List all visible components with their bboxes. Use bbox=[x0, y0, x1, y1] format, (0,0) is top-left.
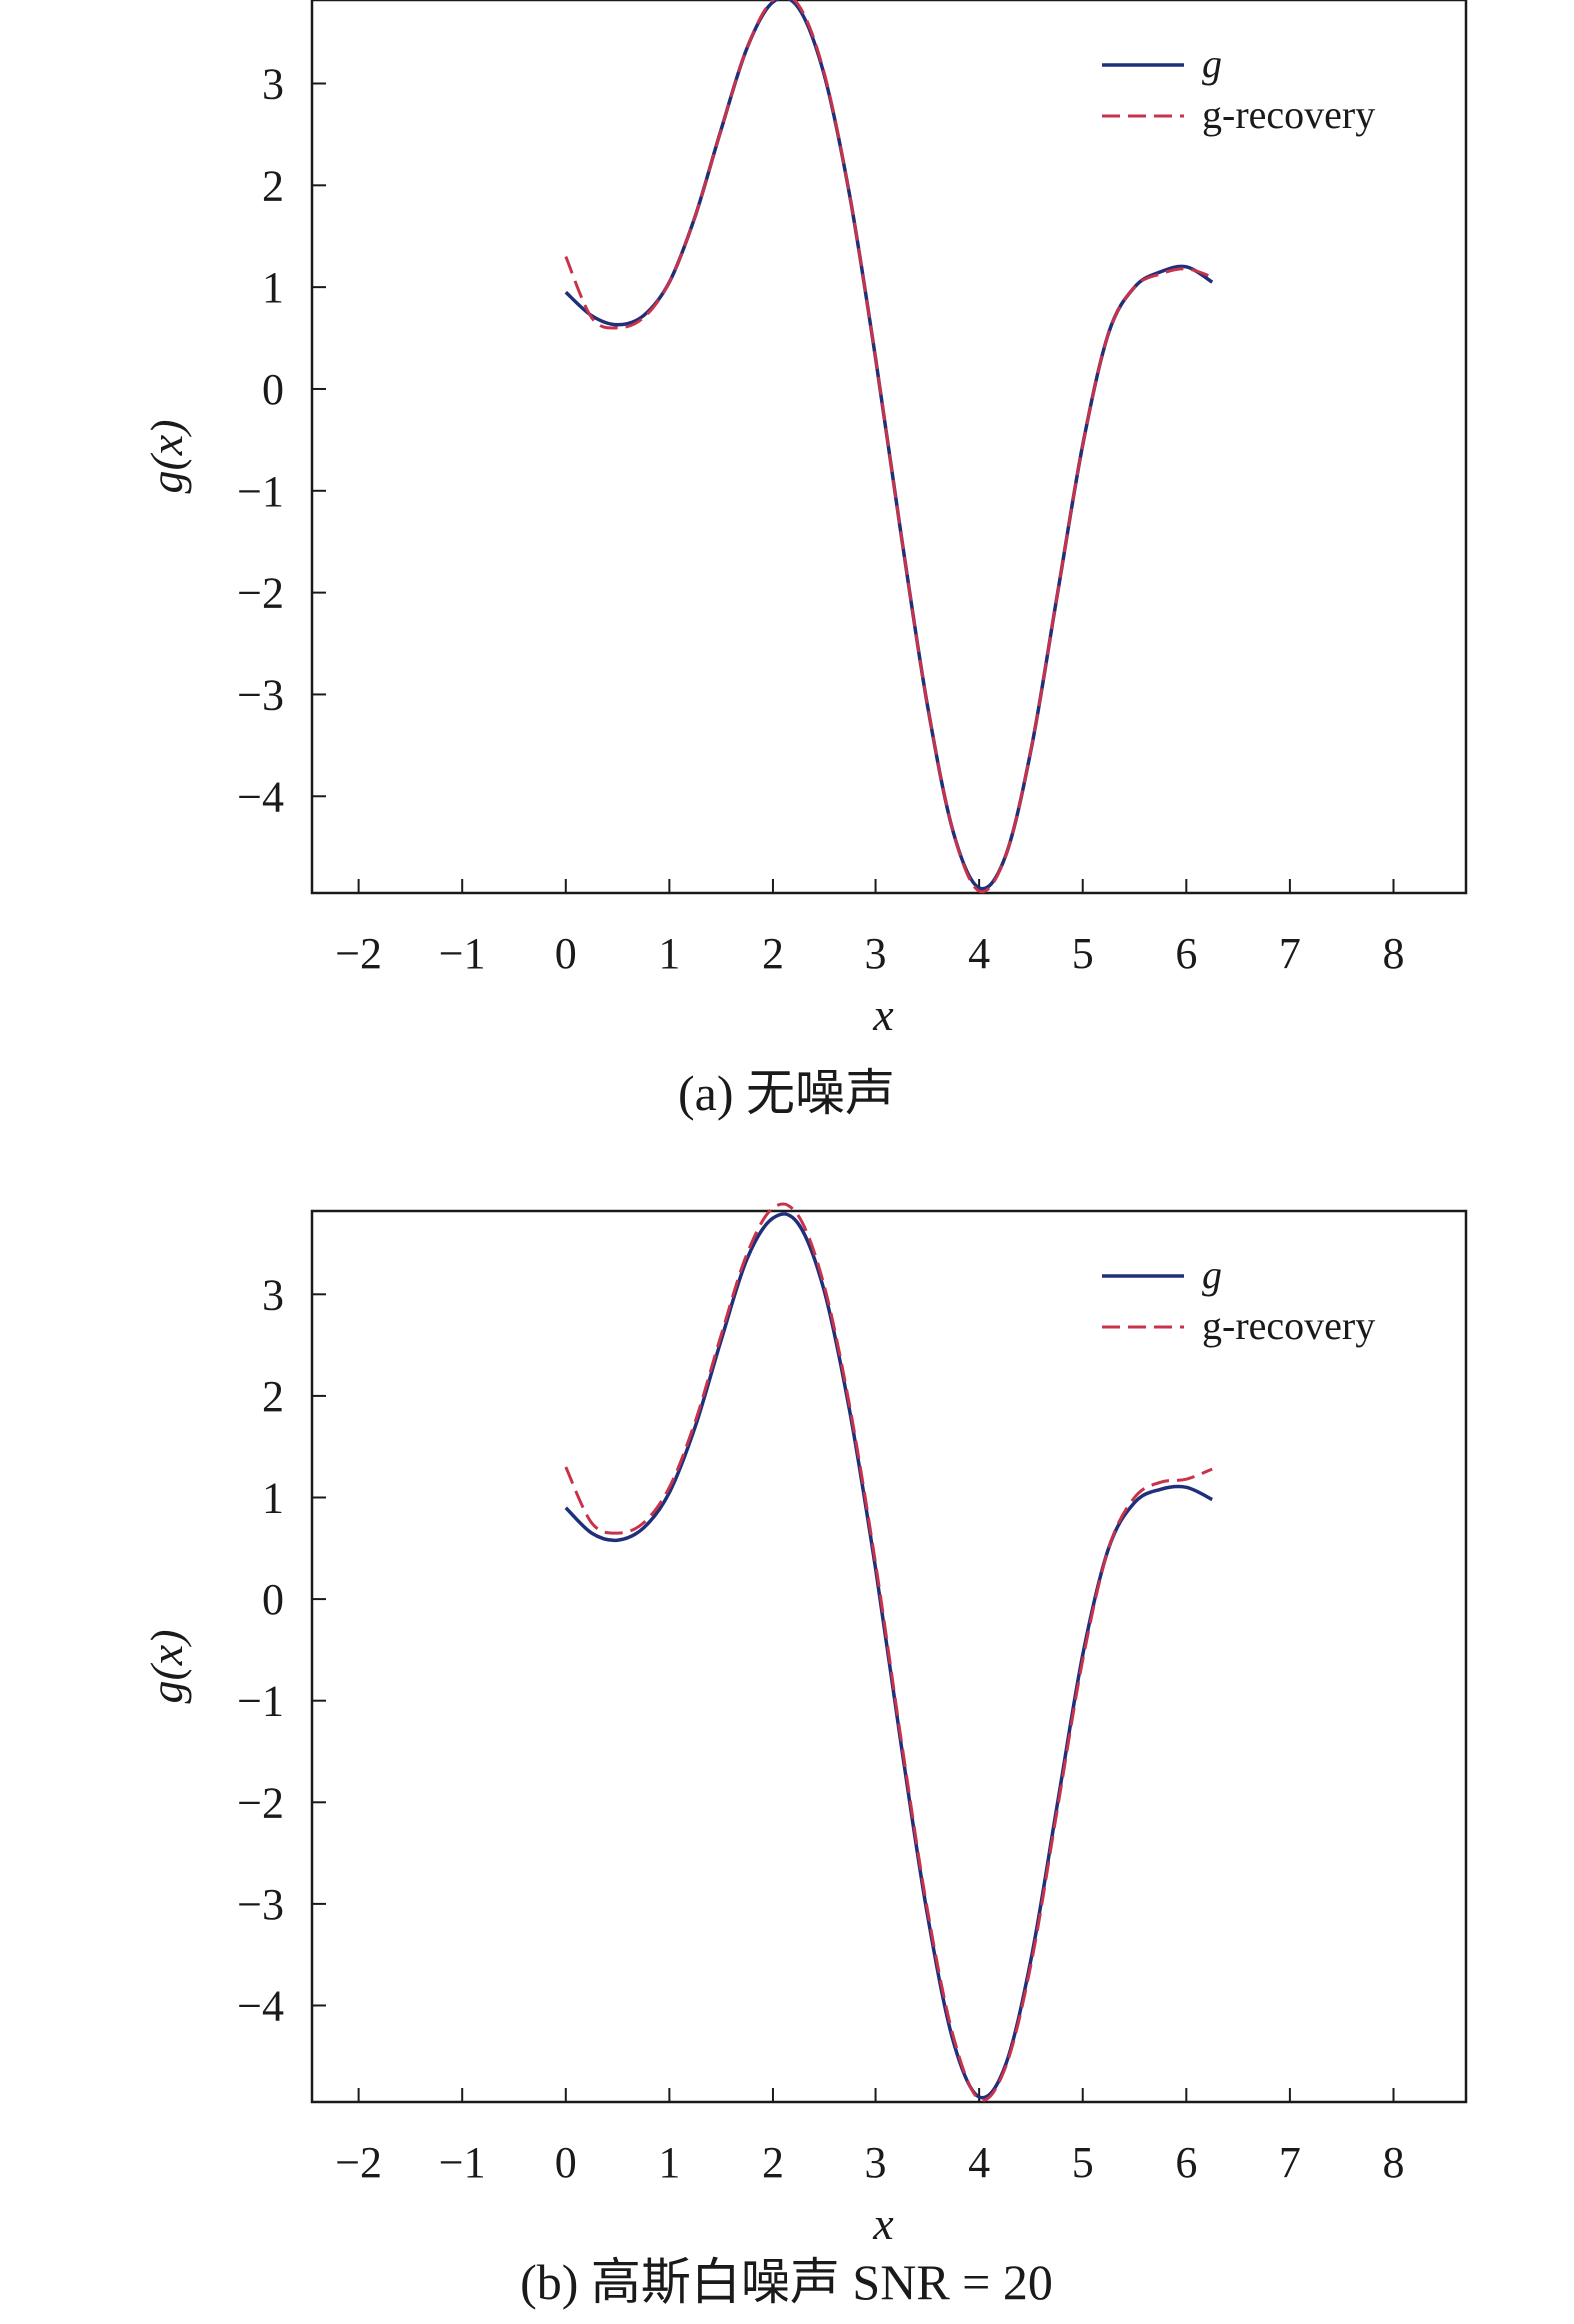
legend-label-g: g bbox=[1202, 1252, 1222, 1297]
y-tick-label: 3 bbox=[262, 1270, 284, 1319]
x-tick-label: 6 bbox=[1175, 929, 1197, 978]
y-tick-label: 2 bbox=[262, 161, 284, 210]
x-tick-label: 7 bbox=[1279, 929, 1301, 978]
y-tick-label: −1 bbox=[237, 467, 284, 516]
legend-label-g: g bbox=[1202, 41, 1222, 86]
figure-caption: (a) 无噪声 bbox=[678, 1065, 895, 1121]
y-tick-label: −1 bbox=[237, 1677, 284, 1726]
legend: g g-recovery bbox=[1102, 41, 1375, 137]
y-tick-label: 0 bbox=[262, 1575, 284, 1624]
plot-frame bbox=[310, 0, 1468, 895]
x-tick-label: 5 bbox=[1072, 929, 1094, 978]
x-tick-label: −1 bbox=[439, 929, 486, 978]
x-tick-label: 4 bbox=[968, 2138, 990, 2187]
y-tick-label: 0 bbox=[262, 365, 284, 414]
legend-label-g-recovery: g-recovery bbox=[1202, 1303, 1375, 1348]
y-tick-label: −4 bbox=[237, 772, 284, 821]
x-tick-label: 4 bbox=[968, 929, 990, 978]
x-tick-label: 3 bbox=[865, 2138, 887, 2187]
y-tick-label: 3 bbox=[262, 59, 284, 108]
x-tick-label: −2 bbox=[335, 929, 382, 978]
chart-panel-a: −2 −1 0 1 2 3 4 5 6 7 8 3 2 1 0 −1 −2 −3 −4 x g(x) g g-recover… bbox=[141, 0, 1468, 1121]
x-tick-label: 1 bbox=[658, 2138, 680, 2187]
y-tick-label: −3 bbox=[237, 1880, 284, 1929]
x-tick-label: 2 bbox=[762, 929, 784, 978]
y-tick-label: 1 bbox=[262, 1474, 284, 1523]
x-tick-label: 8 bbox=[1382, 2138, 1404, 2187]
x-axis-label: x bbox=[872, 2198, 894, 2249]
plot-frame bbox=[310, 1209, 1468, 2104]
x-tick-label: −1 bbox=[439, 2138, 486, 2187]
x-axis-label: x bbox=[872, 989, 894, 1040]
x-tick-label: 0 bbox=[555, 2138, 577, 2187]
x-tick-label: 2 bbox=[762, 2138, 784, 2187]
chart-panel-b: −2 −1 0 1 2 3 4 5 6 7 8 3 2 1 0 −1 −2 −3 −4 x g(x) g g-recover… bbox=[141, 1202, 1468, 2310]
figure-caption: (b) 高斯白噪声 SNR = 20 bbox=[520, 2254, 1053, 2310]
x-tick-label: 8 bbox=[1382, 929, 1404, 978]
series-line-g-recovery bbox=[564, 0, 1213, 894]
y-tick-label: −3 bbox=[237, 670, 284, 719]
x-tick-label: 5 bbox=[1072, 2138, 1094, 2187]
legend-label-g-recovery: g-recovery bbox=[1202, 92, 1375, 137]
x-tick-label: 3 bbox=[865, 929, 887, 978]
series-line-g-recovery bbox=[564, 1202, 1213, 2102]
x-tick-label: 0 bbox=[555, 929, 577, 978]
x-tick-label: 6 bbox=[1175, 2138, 1197, 2187]
y-tick-label: −4 bbox=[237, 1981, 284, 2030]
y-axis-label: g(x) bbox=[141, 419, 192, 493]
x-tick-label: 1 bbox=[658, 929, 680, 978]
y-tick-label: −2 bbox=[237, 569, 284, 618]
x-tick-label: 7 bbox=[1279, 2138, 1301, 2187]
y-tick-label: 2 bbox=[262, 1372, 284, 1421]
y-axis-label: g(x) bbox=[141, 1629, 192, 1703]
x-tick-label: −2 bbox=[335, 2138, 382, 2187]
y-tick-label: 1 bbox=[262, 263, 284, 312]
legend: g g-recovery bbox=[1102, 1252, 1375, 1348]
y-tick-label: −2 bbox=[237, 1778, 284, 1827]
